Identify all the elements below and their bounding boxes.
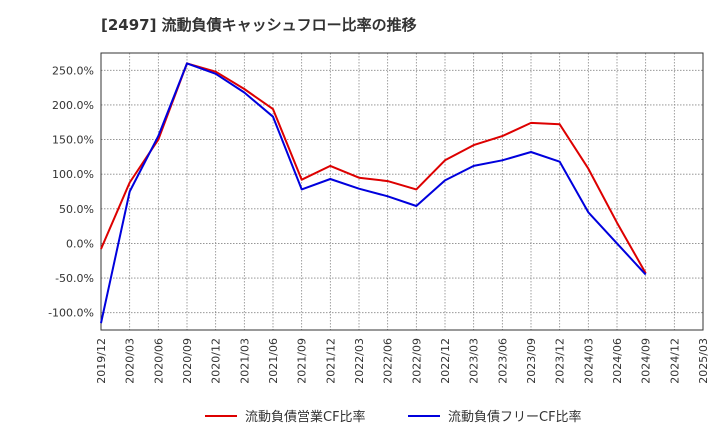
x-tick-label: 2021/06 [267,338,280,384]
y-tick-label: 100.0% [52,168,94,181]
x-tick-label: 2021/09 [296,338,309,384]
series-line-2 [100,62,647,324]
y-axis: -100.0% -50.0% 0.0% 50.0% 100.0% 150.0% 200.0%… [48,64,94,319]
x-axis: 2019/12 2020/03 2020/06 2020/09 2020/12 2021/… [95,338,710,384]
plot-area [100,52,704,331]
x-tick-label: 2022/12 [439,338,452,384]
legend: 流動負債営業CF比率 流動負債フリーCF比率 [205,409,582,425]
chart-title: [2497] 流動負債キャッシュフロー比率の推移 [101,16,417,34]
x-tick-label: 2023/03 [468,338,481,384]
x-tick-label: 2021/12 [324,338,337,384]
x-tick-label: 2022/06 [382,338,395,384]
x-tick-label: 2023/12 [554,338,567,384]
x-tick-label: 2019/12 [95,338,108,384]
y-tick-label: -50.0% [55,272,94,285]
x-tick-label: 2024/06 [611,338,624,384]
y-tick-label: 0.0% [66,237,94,250]
x-tick-label: 2024/09 [640,338,653,384]
x-tick-label: 2023/09 [525,338,538,384]
y-tick-label: 200.0% [52,99,94,112]
x-tick-label: 2024/12 [668,338,681,384]
y-tick-label: 50.0% [59,203,94,216]
x-tick-label: 2020/12 [210,338,223,384]
y-tick-label: 250.0% [52,64,94,77]
x-tick-label: 2025/03 [697,338,710,384]
legend-label-2: 流動負債フリーCF比率 [448,409,582,425]
y-tick-label: 150.0% [52,134,94,147]
x-tick-label: 2020/06 [152,338,165,384]
x-tick-label: 2024/03 [582,338,595,384]
grid [101,53,703,330]
y-tick-label: -100.0% [48,307,94,320]
x-tick-label: 2022/03 [353,338,366,384]
legend-label-1: 流動負債営業CF比率 [245,409,366,425]
x-tick-label: 2021/03 [238,338,251,384]
x-tick-label: 2022/09 [410,338,423,384]
x-tick-label: 2020/09 [181,338,194,384]
x-tick-label: 2020/03 [124,338,137,384]
x-tick-label: 2023/06 [496,338,509,384]
series-lines [100,62,647,324]
